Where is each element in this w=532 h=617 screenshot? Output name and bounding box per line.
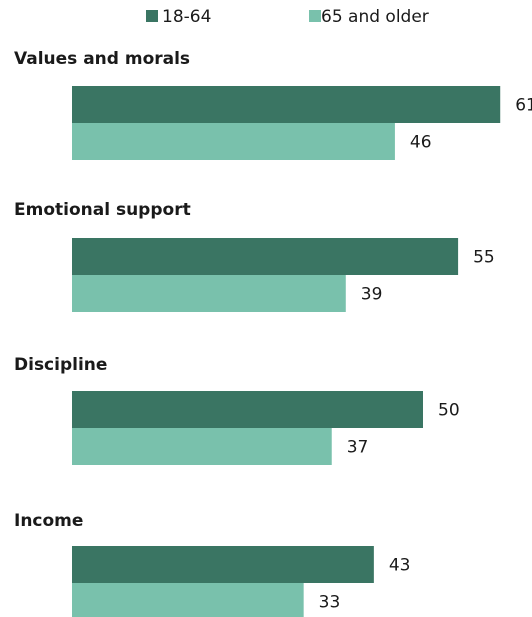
value-label-discipline-65-and-older: 37 — [347, 438, 369, 458]
legend-swatch-65-and-older — [309, 10, 321, 22]
bar-discipline-18-64 — [72, 391, 423, 428]
value-label-values-and-morals-65-and-older: 46 — [410, 133, 432, 153]
category-label-values-and-morals: Values and morals — [14, 49, 190, 69]
value-label-income-18-64: 43 — [389, 556, 411, 576]
value-label-income-65-and-older: 33 — [319, 593, 341, 613]
bar-emotional-support-18-64 — [72, 238, 459, 275]
value-label-values-and-morals-18-64: 61 — [515, 96, 532, 116]
bar-emotional-support-65-and-older — [72, 275, 346, 312]
bar-values-and-morals-65-and-older — [72, 123, 395, 160]
bar-discipline-65-and-older — [72, 428, 332, 465]
bar-values-and-morals-18-64 — [72, 86, 501, 123]
legend-swatch-18-64 — [146, 10, 158, 22]
legend-label-18-64: 18-64 — [162, 7, 211, 27]
legend-label-65-and-older: 65 and older — [321, 7, 429, 27]
bar-income-18-64 — [72, 546, 374, 583]
bar-income-65-and-older — [72, 583, 304, 617]
category-label-income: Income — [14, 511, 83, 531]
value-label-emotional-support-18-64: 55 — [473, 248, 495, 268]
category-label-discipline: Discipline — [14, 355, 107, 375]
value-label-discipline-18-64: 50 — [438, 401, 460, 421]
category-label-emotional-support: Emotional support — [14, 200, 191, 220]
value-label-emotional-support-65-and-older: 39 — [361, 285, 383, 305]
